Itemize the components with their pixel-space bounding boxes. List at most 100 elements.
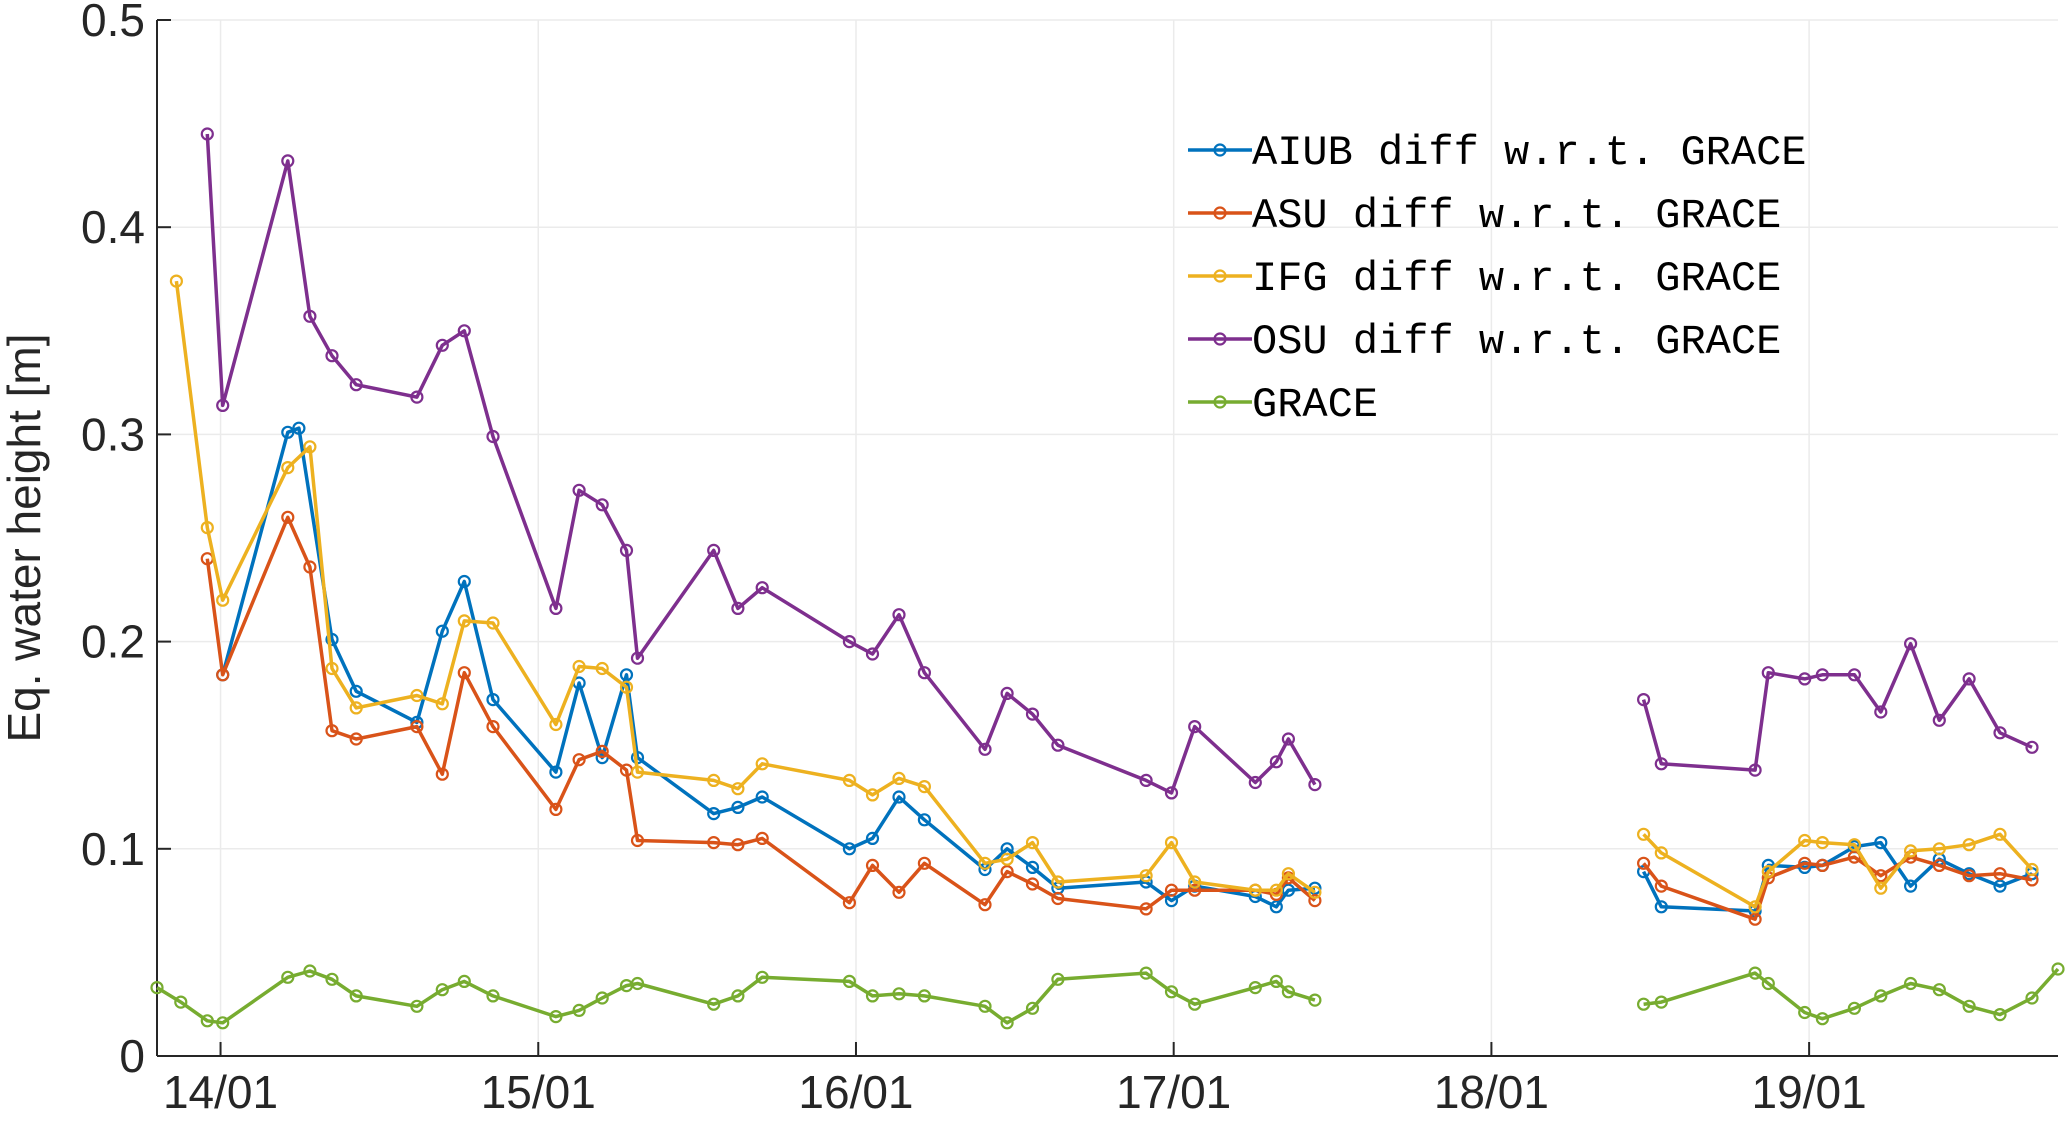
data-point	[1815, 858, 1830, 873]
data-point	[1993, 1007, 2007, 1022]
legend-marker	[1213, 206, 1227, 220]
data-point	[410, 719, 424, 734]
data-point	[1748, 900, 1762, 914]
data-point	[1748, 912, 1762, 926]
data-point	[1248, 883, 1262, 897]
data-point	[1025, 707, 1040, 721]
data-point	[410, 999, 424, 1013]
data-point	[1761, 864, 1775, 879]
y-tick-label: 0.1	[81, 823, 145, 875]
data-point	[1308, 777, 1322, 792]
data-point	[1636, 827, 1651, 841]
data-point	[549, 765, 563, 779]
x-tick-label: 16/01	[798, 1066, 913, 1118]
data-point	[1962, 999, 1976, 1013]
data-point	[917, 666, 932, 680]
data-point	[865, 989, 880, 1003]
series-grace	[150, 962, 2065, 1030]
series-osu	[200, 127, 2039, 800]
data-point	[842, 974, 857, 989]
data-point	[731, 782, 745, 796]
y-axis-title: Eq. water height [m]	[0, 333, 50, 742]
data-point	[892, 987, 906, 1001]
data-point	[572, 753, 586, 767]
data-point	[1993, 726, 2007, 740]
data-point	[1025, 877, 1040, 891]
data-point	[1188, 875, 1202, 889]
legend-label: GRACE	[1252, 381, 1378, 429]
data-point	[731, 601, 745, 616]
legend-label: IFG diff w.r.t. GRACE	[1252, 255, 1781, 303]
y-tick-label: 0	[119, 1030, 145, 1082]
data-point	[216, 593, 230, 607]
data-point	[349, 684, 363, 698]
data-point	[595, 661, 609, 676]
data-point	[486, 989, 500, 1003]
data-point	[1000, 864, 1014, 879]
data-point	[486, 719, 500, 734]
data-point	[892, 608, 906, 622]
data-point	[1932, 983, 1946, 997]
data-point	[595, 991, 609, 1005]
data-point	[1798, 833, 1812, 848]
data-point	[1798, 672, 1812, 686]
data-point	[410, 688, 424, 703]
data-point	[2025, 862, 2039, 877]
data-point	[1000, 686, 1014, 701]
x-tick-label: 17/01	[1116, 1066, 1231, 1118]
series-line	[1642, 832, 2034, 909]
data-point	[216, 1016, 230, 1030]
data-point	[707, 997, 721, 1011]
data-point	[1815, 1012, 1830, 1026]
data-point	[1188, 997, 1202, 1011]
data-point	[1993, 827, 2007, 841]
data-point	[1903, 844, 1918, 858]
data-point	[349, 378, 363, 392]
data-point	[1281, 867, 1296, 881]
data-point	[707, 835, 721, 850]
data-point	[2025, 740, 2039, 754]
data-point	[917, 813, 932, 827]
data-point	[1761, 976, 1775, 991]
data-point	[486, 616, 500, 630]
data-point	[1164, 985, 1179, 999]
data-point	[1025, 1001, 1040, 1015]
data-point	[707, 773, 721, 788]
data-point	[216, 398, 230, 412]
data-point	[281, 970, 295, 984]
data-point	[865, 831, 880, 846]
data-point	[1874, 835, 1888, 850]
data-point	[435, 624, 449, 638]
data-point	[435, 983, 449, 997]
data-point	[1000, 852, 1014, 866]
data-point	[1025, 860, 1040, 875]
data-point	[303, 560, 317, 574]
data-point	[1139, 773, 1153, 788]
data-point	[292, 421, 306, 435]
data-point	[325, 724, 339, 738]
data-point	[865, 647, 880, 661]
data-point	[1654, 757, 1668, 771]
data-point	[1269, 900, 1283, 914]
y-tick-label: 0.4	[81, 201, 145, 253]
legend-label: OSU diff w.r.t. GRACE	[1252, 318, 1781, 366]
series-line	[205, 515, 1317, 911]
data-point	[281, 154, 295, 168]
data-point	[1962, 869, 1976, 883]
data-point	[486, 429, 500, 444]
y-tick-label: 0.2	[81, 616, 145, 668]
data-point	[892, 771, 906, 786]
data-point	[1815, 835, 1830, 850]
data-point	[1993, 879, 2007, 893]
data-point	[595, 744, 609, 759]
data-point	[917, 779, 932, 794]
data-point	[1847, 838, 1862, 852]
legend-marker	[1213, 143, 1227, 157]
data-point	[731, 800, 745, 815]
data-point	[169, 274, 183, 288]
x-tick-label: 14/01	[163, 1066, 278, 1118]
data-point	[865, 858, 880, 873]
data-point	[1188, 719, 1202, 734]
